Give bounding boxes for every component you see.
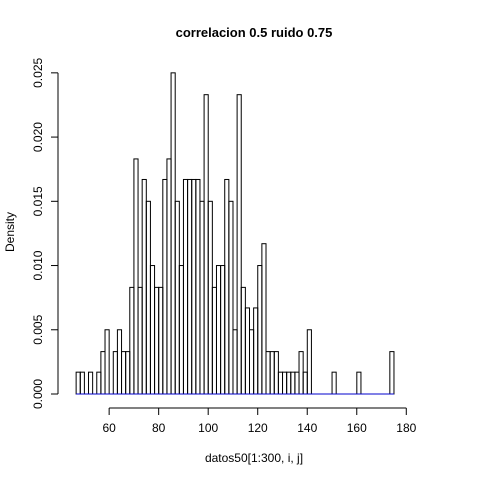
- x-tick-label: 140: [297, 421, 317, 435]
- histogram-bar: [195, 178, 201, 395]
- histogram-bar: [137, 286, 143, 395]
- y-tick-label: 0.000: [31, 379, 45, 409]
- histogram-bar: [141, 178, 147, 395]
- x-axis: 60 80 100 120 140 160 180: [102, 407, 417, 435]
- histogram-bar: [88, 371, 94, 395]
- histogram-bar: [253, 307, 259, 395]
- histogram-bar: [125, 351, 131, 395]
- histogram-bar: [236, 94, 242, 395]
- x-tick-label: 80: [152, 421, 166, 435]
- histogram-bar: [265, 351, 271, 395]
- histogram-bar: [199, 200, 205, 395]
- histogram-bar: [116, 329, 123, 395]
- histogram-bar: [133, 158, 139, 395]
- histogram-bar: [149, 265, 156, 395]
- y-tick-label: 0.020: [31, 122, 45, 152]
- histogram-bar: [121, 351, 127, 395]
- histogram-bar: [75, 371, 81, 395]
- histogram-bar: [158, 286, 164, 395]
- histogram-bar: [356, 371, 362, 395]
- histogram-bar: [331, 371, 337, 395]
- histogram-bar: [232, 329, 238, 395]
- histogram-bar: [100, 351, 106, 395]
- histogram-bar: [240, 286, 246, 395]
- y-tick-label: 0.025: [31, 58, 45, 88]
- histogram-bar: [286, 371, 292, 395]
- histogram-bar: [79, 371, 85, 395]
- x-tick-label: 60: [102, 421, 116, 435]
- histogram-bar: [273, 351, 279, 395]
- histogram-bar: [104, 329, 110, 395]
- chart-title: correlacion 0.5 ruido 0.75: [176, 25, 333, 40]
- histogram-bar: [178, 265, 184, 395]
- histogram-bar: [112, 351, 118, 395]
- histogram-bar: [211, 286, 217, 395]
- histogram-bar: [220, 265, 226, 395]
- histogram-bar: [154, 286, 160, 395]
- x-tick-label: 120: [248, 421, 268, 435]
- histogram-bar: [170, 72, 176, 395]
- x-tick-label: 160: [347, 421, 367, 435]
- histogram-bar: [244, 307, 250, 395]
- histogram-bar: [298, 351, 304, 395]
- histogram-bar: [249, 329, 255, 395]
- x-tick-label: 100: [198, 421, 218, 435]
- histogram-bar: [269, 351, 275, 395]
- histogram-bar: [228, 200, 234, 395]
- histogram-bar: [187, 178, 193, 395]
- histogram-bars: [75, 72, 395, 395]
- histogram-bar: [174, 200, 180, 395]
- histogram-bar: [261, 243, 267, 395]
- histogram-bar: [215, 265, 222, 395]
- histogram-bar: [294, 371, 300, 395]
- histogram-bar: [257, 265, 263, 395]
- y-axis-label: Density: [3, 212, 17, 252]
- histogram-bar: [306, 329, 312, 395]
- histogram-bar: [96, 371, 102, 395]
- histogram-bar: [182, 178, 189, 395]
- y-tick-label: 0.015: [31, 186, 45, 216]
- histogram-bar: [191, 178, 197, 395]
- histogram-bar: [166, 158, 172, 395]
- histogram-bar: [203, 94, 209, 395]
- histogram-bar: [290, 371, 296, 395]
- x-tick-label: 180: [396, 421, 416, 435]
- y-tick-label: 0.005: [31, 314, 45, 344]
- histogram-bar: [389, 351, 395, 395]
- y-axis: 0.000 0.005 0.010 0.015 0.020 0.025: [31, 58, 59, 409]
- histogram-bar: [277, 371, 284, 395]
- histogram-bar: [162, 178, 168, 395]
- histogram-bar: [282, 371, 288, 395]
- histogram-bar: [145, 200, 151, 395]
- histogram-bar: [207, 200, 213, 395]
- histogram-bar: [224, 178, 230, 395]
- histogram-bar: [129, 286, 135, 395]
- y-tick-label: 0.010: [31, 250, 45, 280]
- x-axis-label: datos50[1:300, i, j]: [205, 451, 303, 465]
- histogram-bar: [302, 371, 308, 395]
